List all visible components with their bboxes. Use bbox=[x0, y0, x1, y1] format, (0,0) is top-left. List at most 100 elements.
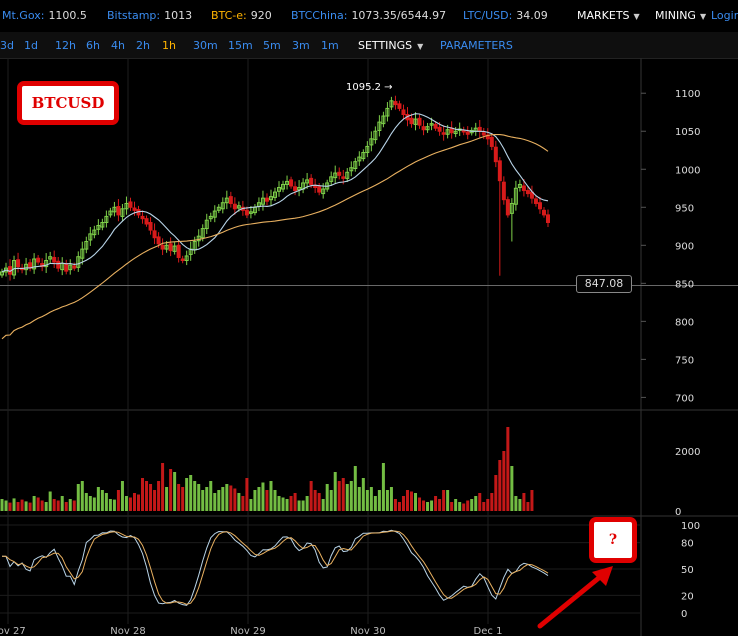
volume-bar bbox=[36, 497, 40, 511]
chevron-down-icon: ▼ bbox=[699, 12, 707, 21]
candle-body bbox=[437, 126, 442, 132]
tf-30m[interactable]: 30m bbox=[193, 39, 218, 52]
volume-bar bbox=[205, 487, 209, 511]
volume-bar bbox=[245, 478, 249, 511]
candle-body bbox=[268, 196, 273, 201]
symbol-badge: BTCUSD bbox=[17, 81, 119, 125]
volume-bar bbox=[269, 481, 273, 511]
peak-price-label: 1095.2 → bbox=[346, 82, 393, 93]
candle-body bbox=[541, 209, 546, 216]
volume-bar bbox=[389, 487, 393, 511]
timeframe-toolbar: 3d 1d 12h 6h 4h 2h 1h 30m 15m 5m 3m 1m S… bbox=[0, 32, 738, 59]
markets-menu[interactable]: MARKETS ▼ bbox=[577, 9, 640, 22]
volume-bar bbox=[169, 469, 173, 511]
tf-1m[interactable]: 1m bbox=[321, 39, 339, 52]
candle-body bbox=[477, 126, 482, 132]
tf-1h[interactable]: 1h bbox=[162, 39, 176, 52]
parameters-button[interactable]: PARAMETERS bbox=[440, 39, 513, 52]
login-link[interactable]: Login bbox=[711, 9, 738, 22]
candle-body bbox=[377, 121, 382, 131]
volume-bar bbox=[490, 493, 494, 511]
volume-bar bbox=[313, 490, 317, 511]
ticker-bitstamp[interactable]: Bitstamp: 1013 bbox=[107, 9, 193, 22]
volume-bar bbox=[56, 500, 60, 511]
volume-bar bbox=[482, 502, 486, 511]
current-price-tag: 847.08 bbox=[576, 275, 632, 293]
candle-body bbox=[116, 206, 121, 216]
tf-6h[interactable]: 6h bbox=[86, 39, 100, 52]
volume-bar bbox=[84, 493, 88, 511]
candle-body bbox=[144, 218, 149, 225]
candle-body bbox=[349, 167, 354, 172]
ticker-ltcusd[interactable]: LTC/USD: 34.09 bbox=[463, 9, 548, 22]
volume-bar bbox=[333, 472, 337, 511]
oscillator-tick-label: 100 bbox=[681, 521, 700, 532]
candle-body bbox=[409, 117, 414, 125]
candle-body bbox=[513, 187, 518, 205]
volume-bar bbox=[4, 500, 8, 511]
volume-bar bbox=[257, 487, 261, 511]
candle-body bbox=[521, 185, 526, 192]
tf-15m[interactable]: 15m bbox=[228, 39, 253, 52]
volume-bar bbox=[281, 497, 285, 511]
candle-body bbox=[68, 264, 73, 271]
candle-body bbox=[517, 183, 522, 189]
candle-body bbox=[148, 221, 153, 231]
volume-bar bbox=[189, 475, 193, 511]
volume-bar bbox=[277, 496, 281, 511]
volume-bar bbox=[213, 493, 217, 511]
candle-body bbox=[228, 196, 233, 204]
candle-body bbox=[465, 131, 470, 135]
ticker-btce[interactable]: BTC-e: 920 bbox=[211, 9, 272, 22]
candle-body bbox=[297, 187, 302, 191]
volume-bar bbox=[486, 499, 490, 511]
settings-menu[interactable]: SETTINGS ▼ bbox=[358, 39, 424, 52]
volume-bar bbox=[357, 487, 361, 511]
slow-moving-average bbox=[1, 133, 549, 340]
tf-3d[interactable]: 3d bbox=[0, 39, 14, 52]
candle-body bbox=[337, 171, 342, 176]
tf-3m[interactable]: 3m bbox=[292, 39, 310, 52]
candle-body bbox=[260, 197, 265, 205]
volume-bar bbox=[165, 487, 169, 511]
tf-12h[interactable]: 12h bbox=[55, 39, 76, 52]
tf-5m[interactable]: 5m bbox=[263, 39, 281, 52]
tf-1d[interactable]: 1d bbox=[24, 39, 38, 52]
tf-2h[interactable]: 2h bbox=[136, 39, 150, 52]
candle-body bbox=[48, 256, 53, 260]
volume-bar bbox=[418, 497, 422, 511]
candle-body bbox=[120, 208, 125, 217]
volume-bar bbox=[193, 481, 197, 511]
volume-bar bbox=[44, 502, 48, 511]
volume-bar bbox=[24, 501, 28, 511]
help-badge[interactable]: ? bbox=[589, 517, 637, 563]
candle-body bbox=[40, 263, 45, 268]
moving-averages bbox=[1, 113, 549, 340]
volume-bar bbox=[397, 502, 401, 511]
tf-4h[interactable]: 4h bbox=[111, 39, 125, 52]
candle-body bbox=[281, 183, 286, 190]
volume-bar bbox=[88, 496, 92, 511]
volume-bar bbox=[321, 499, 325, 511]
volume-bar bbox=[353, 466, 357, 511]
volume-bar bbox=[137, 494, 140, 511]
candle-body bbox=[24, 263, 29, 271]
ticker-mtgox[interactable]: Mt.Gox: 1100.5 bbox=[2, 9, 87, 22]
mining-menu[interactable]: MINING ▼ bbox=[655, 9, 707, 22]
volume-bar bbox=[177, 484, 181, 511]
candle-body bbox=[546, 214, 550, 223]
volume-bar bbox=[237, 493, 241, 511]
ticker-btcchina[interactable]: BTCChina: 1073.35/6544.97 bbox=[291, 9, 447, 22]
volume-bar bbox=[141, 478, 145, 511]
stochastic-k-line bbox=[1, 529, 549, 606]
volume-bar bbox=[241, 496, 245, 511]
candle-body bbox=[481, 132, 486, 136]
candle-body bbox=[76, 256, 81, 268]
candle-body bbox=[12, 260, 17, 276]
candle-body bbox=[285, 180, 290, 185]
candle-body bbox=[537, 202, 542, 210]
volume-bar bbox=[377, 490, 381, 511]
candle-body bbox=[421, 126, 426, 131]
annotation-arrow bbox=[537, 566, 613, 629]
candle-body bbox=[176, 244, 181, 258]
